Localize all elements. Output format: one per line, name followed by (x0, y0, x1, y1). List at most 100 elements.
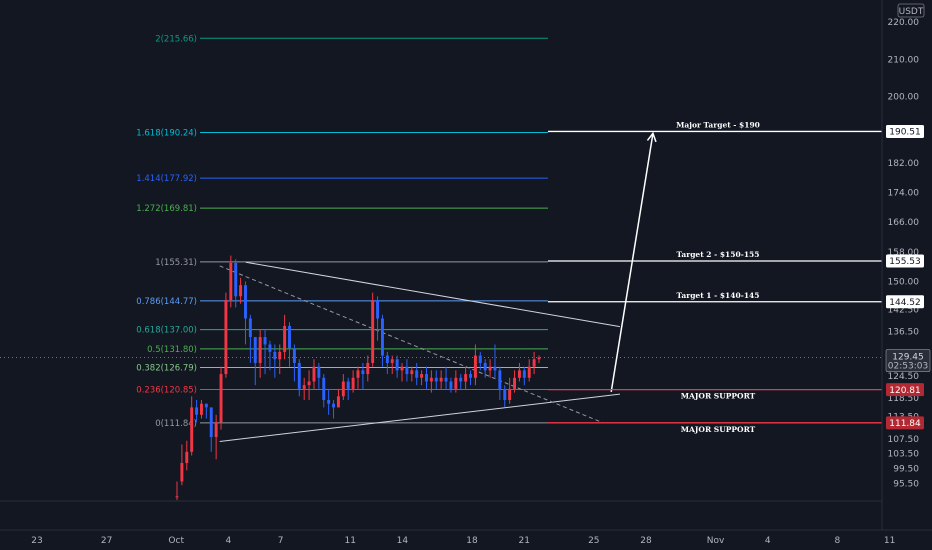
candle-body (537, 357, 541, 360)
annotation-label: MAJOR SUPPORT (681, 392, 756, 401)
time-axis[interactable]: 23 27 Oct 4 7 11 14 18 21 25 28 Nov 4 8 11 (31, 536, 895, 546)
candle-body (415, 370, 419, 378)
candle-body (302, 385, 306, 389)
price-tick-label: 118.50 (888, 394, 920, 404)
time-tick-label: Nov (707, 536, 725, 546)
candle-body (434, 377, 438, 382)
candle-body (449, 381, 453, 389)
price-tick-label: 107.50 (888, 435, 920, 445)
candle-body (356, 370, 360, 378)
price-tag (886, 295, 924, 309)
candle-body (459, 377, 463, 382)
candle-body (503, 388, 507, 400)
candle-body (478, 355, 482, 363)
fib-label: 0(111.84) (155, 419, 197, 429)
candle-body (498, 370, 502, 389)
currency-label: USDT (899, 7, 924, 17)
price-tag-label: 155.53 (889, 257, 921, 267)
candle-body (469, 374, 472, 378)
candle-body (219, 374, 223, 423)
countdown-label: 02:53:03 (888, 362, 928, 372)
candle-body (312, 366, 316, 382)
candle-body (248, 318, 252, 338)
time-tick-label: 21 (518, 536, 529, 546)
time-tick-label: 7 (278, 536, 284, 546)
time-tick-label: Oct (168, 536, 184, 546)
candle-body (483, 362, 487, 371)
candles (175, 255, 541, 500)
price-tags: 190.51 155.53 144.52 120.81 111.84 129.4502:5… (885, 124, 931, 430)
candle-body (527, 366, 531, 378)
candle-body (513, 377, 517, 389)
candle-body (532, 359, 536, 367)
candle-body (425, 374, 428, 382)
candle-body (336, 396, 340, 408)
trendline-upper-resistance[interactable] (245, 261, 620, 328)
price-tick-label: 200.00 (888, 92, 920, 102)
candle-body (199, 403, 203, 415)
currency-badge[interactable] (897, 3, 925, 18)
candle-body (405, 366, 409, 375)
candle-body (307, 381, 311, 386)
target-arrow-head (646, 131, 657, 143)
candle-body (244, 285, 247, 319)
current-price-tag (885, 349, 931, 372)
candle-body (214, 422, 218, 438)
price-tick-label: 150.00 (888, 277, 920, 287)
time-tick-label: 14 (397, 536, 409, 546)
price-tick-label: 124.50 (888, 372, 920, 382)
time-tick-label: 27 (101, 536, 112, 546)
fib-label: 1.414(177.92) (136, 174, 197, 184)
price-tick-label: 103.50 (888, 450, 920, 460)
price-tick-label: 220.00 (888, 18, 920, 28)
candle-body (366, 362, 370, 375)
annotation-label: Target 1 - $140-145 (677, 291, 760, 300)
candle-body (253, 337, 257, 363)
fib-label: 0.5(131.80) (147, 345, 197, 355)
candle-body (278, 351, 282, 360)
fib-label: 0.236(120.85) (136, 385, 197, 395)
candle-body (288, 325, 291, 349)
candle-body (195, 407, 199, 415)
price-tag (886, 416, 924, 430)
candle-body (376, 300, 380, 319)
time-tick-label: 18 (466, 536, 478, 546)
candle-body (190, 407, 194, 452)
candle-body (283, 325, 287, 352)
fib-label: 0.618(137.00) (136, 326, 197, 336)
candle-body (209, 407, 213, 438)
candle-body (454, 377, 458, 389)
price-tag-label: 120.81 (889, 386, 921, 396)
candle-body (175, 496, 179, 498)
price-tag (886, 383, 924, 397)
price-tag-label: 144.52 (889, 298, 921, 308)
price-tick-label: 136.50 (888, 327, 920, 337)
candle-body (229, 262, 233, 300)
price-tick-label: 182.00 (888, 159, 920, 169)
fib-label: 1(155.31) (155, 258, 197, 268)
candle-body (332, 403, 336, 408)
candle-body (258, 337, 262, 363)
candle-body (371, 300, 375, 363)
annotation-label: Target 2 - $150-155 (677, 250, 760, 259)
candle-body (439, 377, 443, 382)
candle-body (508, 388, 512, 400)
time-tick-label: 25 (588, 536, 599, 546)
candle-body (444, 377, 448, 382)
target-arrow[interactable] (610, 133, 654, 392)
candle-body (410, 370, 414, 375)
time-tick-label: 4 (226, 536, 232, 546)
time-tick-label: 11 (884, 536, 895, 546)
trendline-dashed-trendline[interactable] (219, 265, 603, 424)
candle-body (380, 318, 384, 356)
price-tick-label: 166.00 (888, 218, 920, 228)
candle-body (204, 403, 208, 408)
price-tag-label: 111.84 (889, 419, 921, 429)
candle-body (297, 362, 301, 389)
trendlines[interactable] (219, 131, 657, 442)
annotation-label: Major Target - $190 (676, 120, 760, 129)
candle-body (322, 377, 326, 400)
fib-label: 1.272(169.81) (136, 204, 197, 214)
price-tick-label: 210.00 (888, 55, 920, 65)
